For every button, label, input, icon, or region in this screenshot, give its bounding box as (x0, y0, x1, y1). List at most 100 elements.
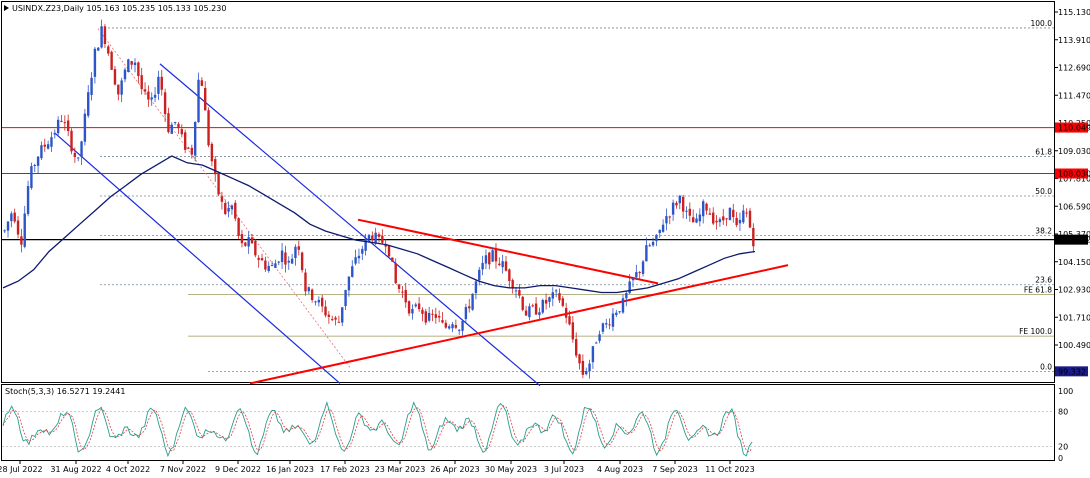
candle-body (331, 319, 334, 321)
candle (601, 322, 605, 335)
fib-label: 23.6 (1035, 276, 1052, 285)
fib-label: 0.0 (1040, 362, 1052, 371)
candle-body (120, 80, 123, 95)
x-tick-label: 7 Nov 2022 (160, 465, 206, 474)
candle (30, 162, 33, 190)
candle (424, 308, 427, 326)
candle (254, 239, 257, 258)
candle (60, 114, 63, 123)
candle-body (210, 143, 214, 162)
candle-body (354, 257, 357, 264)
candle (531, 303, 534, 308)
candle (631, 277, 635, 288)
candle-body (183, 132, 187, 150)
candle (3, 229, 6, 234)
candle (344, 289, 347, 310)
candle (728, 207, 732, 221)
symbol-arrow-icon (4, 5, 9, 11)
candle (437, 310, 441, 323)
candle-body (97, 47, 100, 51)
candle (214, 156, 217, 182)
candle-body (267, 265, 270, 272)
candle (310, 288, 314, 303)
x-tick-label: 30 May 2023 (485, 465, 537, 474)
candle-body (427, 312, 431, 321)
candle (595, 341, 598, 344)
candle-body (23, 213, 26, 247)
candle (123, 67, 127, 83)
candle (143, 82, 147, 95)
candle-body (20, 236, 23, 245)
candle-body (728, 207, 732, 221)
candle (16, 216, 20, 239)
triangle-lower-line (249, 264, 789, 385)
candle (391, 257, 394, 262)
candle (605, 318, 608, 329)
candle (274, 259, 277, 268)
x-tick-label: 7 Sep 2023 (652, 465, 698, 474)
candle-body (290, 258, 294, 264)
x-tick-label: 16 Jan 2023 (266, 465, 314, 474)
candle (541, 298, 544, 315)
candle (50, 131, 53, 152)
candle (645, 237, 648, 262)
candle (357, 248, 361, 264)
candle-body (401, 291, 404, 293)
candle (695, 213, 698, 224)
trend-drawings (54, 28, 789, 387)
y-tick-label: 111.470 (1058, 91, 1090, 100)
candle (137, 61, 140, 84)
candle-body (595, 342, 598, 344)
candle-body (648, 245, 651, 247)
moving-average (2, 155, 756, 294)
candle (484, 249, 488, 270)
candle (377, 232, 381, 243)
candle-body (337, 321, 341, 323)
candle-body (254, 241, 257, 256)
candle (394, 258, 397, 285)
candle (250, 233, 254, 244)
candle-body (521, 296, 524, 310)
fib-label: 100.0 (1031, 19, 1053, 28)
candle (658, 229, 661, 238)
candle-body (748, 210, 752, 228)
candle-body (220, 196, 224, 202)
candle-body (675, 202, 678, 206)
candle-body (585, 371, 588, 375)
stoch-axis-label: 80 (1058, 408, 1068, 417)
candle (277, 260, 280, 266)
candle (474, 279, 478, 300)
candle-body (93, 48, 97, 77)
candle (618, 311, 621, 314)
candle (160, 69, 163, 96)
candle-body (514, 290, 518, 292)
candle (20, 228, 23, 253)
candle (284, 245, 287, 273)
channel-upper-line (159, 63, 541, 387)
candle (170, 122, 173, 135)
candle-body (133, 62, 137, 66)
candle-body (287, 260, 290, 263)
candle-body (63, 122, 67, 124)
candle (127, 58, 130, 73)
candle-body (588, 363, 591, 372)
candle-body (36, 156, 40, 166)
candle (504, 256, 508, 272)
candle-body (638, 271, 641, 273)
candle (551, 287, 554, 307)
candle (685, 206, 688, 220)
candle-body (718, 219, 722, 223)
candle-body (150, 97, 153, 100)
candle (548, 296, 551, 308)
candle (444, 319, 448, 329)
y-tick-label: 109.030 (1058, 147, 1090, 156)
candle-body (414, 304, 417, 307)
candle (224, 200, 227, 216)
candle-body (431, 313, 434, 315)
candle-body (561, 298, 565, 306)
candle-body (628, 281, 631, 294)
candle-body (284, 252, 287, 265)
candle-body (140, 75, 143, 90)
candle (150, 92, 153, 106)
